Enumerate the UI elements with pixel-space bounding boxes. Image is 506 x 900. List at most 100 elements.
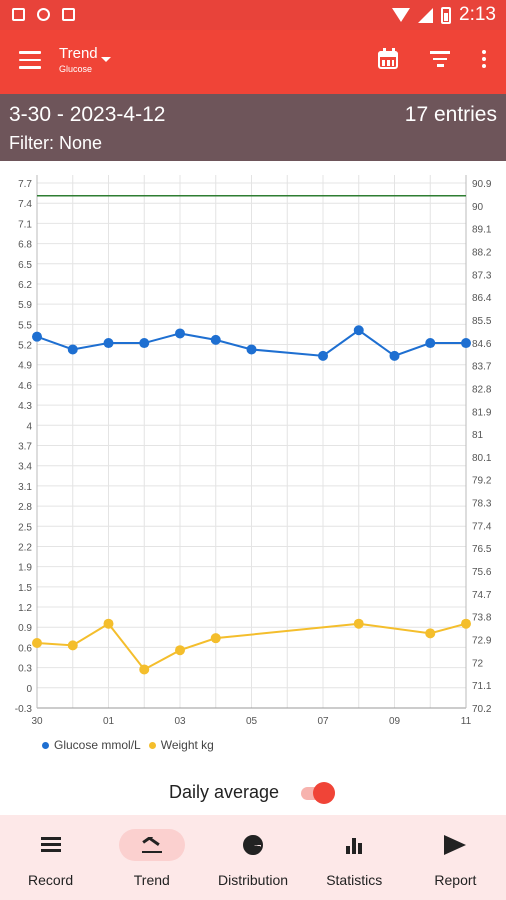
left-axis-tick-label: 3.4 bbox=[18, 462, 32, 473]
menu-icon[interactable] bbox=[19, 51, 41, 69]
x-axis-tick-label: 01 bbox=[103, 716, 115, 727]
glucose-data-point bbox=[139, 338, 150, 349]
chart-legend: Glucose mmol/L Weight kg bbox=[42, 738, 214, 752]
left-axis-tick-label: 4.9 bbox=[18, 361, 32, 372]
weight-data-point bbox=[67, 640, 78, 651]
daily-average-toggle[interactable] bbox=[301, 782, 335, 804]
left-axis-tick-label: 5.9 bbox=[18, 300, 32, 311]
chart-svg: 7.7 7.4 7.1 6.8 6.5 6.2 5.9 5.5 5.2 4.9 4.6 4.3 4 3.7… bbox=[15, 175, 492, 727]
legend-swatch-weight bbox=[148, 741, 156, 749]
battery-icon bbox=[441, 6, 452, 24]
glucose-data-point bbox=[246, 344, 257, 355]
nav-item-trend[interactable]: Trend bbox=[101, 815, 202, 900]
weight-data-point bbox=[425, 628, 436, 639]
right-axis-tick-label: 71.1 bbox=[472, 681, 492, 692]
left-axis-tick-label: 2.5 bbox=[18, 522, 32, 533]
right-axis-tick-label: 77.4 bbox=[472, 521, 492, 532]
filter-icon[interactable] bbox=[427, 46, 453, 72]
legend-swatch-glucose bbox=[42, 741, 49, 749]
left-axis-tick-label: 1.9 bbox=[18, 563, 32, 574]
legend-label-weight: Weight kg bbox=[160, 738, 214, 752]
right-axis-tick-label: 90.9 bbox=[472, 179, 492, 190]
glucose-data-point bbox=[425, 338, 436, 349]
app-title: Trend bbox=[59, 45, 98, 62]
x-axis-tick-label: 30 bbox=[31, 716, 43, 727]
left-axis-tick-label: 3.1 bbox=[18, 482, 32, 493]
bottom-navigation: Record Trend Distribution Statistics Rep… bbox=[0, 815, 506, 900]
nav-label-distribution: Distribution bbox=[217, 872, 289, 888]
left-axis-tick-label: 4.3 bbox=[18, 401, 32, 412]
image-notification-icon bbox=[12, 8, 25, 21]
date-range: 3-30 - 2023-4-12 bbox=[9, 103, 166, 126]
right-axis-tick-label: 78.3 bbox=[472, 499, 492, 510]
glucose-data-point bbox=[318, 350, 328, 361]
app-subtitle: Glucose bbox=[59, 64, 93, 74]
glucose-data-point bbox=[67, 344, 78, 355]
right-axis-tick-label: 76.5 bbox=[472, 544, 492, 555]
dropdown-caret-icon bbox=[101, 57, 111, 62]
right-axis-tick-label: 81 bbox=[472, 430, 484, 441]
daily-average-label: Daily average bbox=[169, 782, 280, 802]
weight-data-point bbox=[103, 618, 114, 629]
x-axis-tick-label: 03 bbox=[174, 716, 186, 727]
weight-data-point bbox=[139, 664, 150, 675]
app-notification-icon bbox=[62, 8, 75, 21]
right-axis-tick-label: 75.6 bbox=[472, 567, 492, 578]
summary-banner: 3-30 - 2023-4-12 17 entries Filter: None bbox=[0, 94, 506, 161]
glucose-series-line bbox=[36, 329, 466, 357]
right-axis-tick-label: 74.7 bbox=[472, 590, 492, 601]
right-axis-tick-label: 73.8 bbox=[472, 613, 492, 624]
trend-chart[interactable]: 7.7 7.4 7.1 6.8 6.5 6.2 5.9 5.5 5.2 4.9 4.6 4.3 4 3.7… bbox=[0, 161, 506, 773]
status-time: 2:13 bbox=[459, 4, 496, 25]
weight-data-point bbox=[32, 637, 42, 648]
signal-icon bbox=[418, 7, 434, 23]
weight-data-point bbox=[175, 645, 185, 656]
title-dropdown[interactable]: Trend Glucose bbox=[59, 45, 111, 74]
right-axis-tick-label: 72 bbox=[472, 658, 484, 669]
nav-label-statistics: Statistics bbox=[326, 872, 383, 888]
right-axis-tick-label: 83.7 bbox=[472, 362, 492, 373]
left-axis-tick-label: 0 bbox=[26, 684, 32, 695]
left-axis-tick-label: 5.2 bbox=[18, 341, 32, 352]
glucose-data-point bbox=[210, 334, 221, 345]
glucose-data-point bbox=[103, 338, 114, 349]
left-axis-tick-label: 1.2 bbox=[18, 603, 32, 614]
legend-label-glucose: Glucose mmol/L bbox=[54, 738, 141, 752]
entries-count: 17 entries bbox=[404, 103, 497, 126]
trend-icon bbox=[141, 837, 162, 853]
left-axis-tick-label: 7.4 bbox=[18, 199, 32, 210]
nav-item-record[interactable]: Record bbox=[0, 815, 101, 900]
right-axis-tick-label: 86.4 bbox=[472, 293, 492, 304]
weight-data-point bbox=[210, 633, 221, 644]
right-axis-tick-label: 85.5 bbox=[472, 316, 492, 327]
list-icon bbox=[40, 837, 61, 853]
left-axis-tick-label: 6.8 bbox=[18, 240, 32, 251]
filter-status: Filter: None bbox=[9, 133, 103, 153]
calendar-icon[interactable] bbox=[376, 46, 402, 72]
left-axis-tick-label: 6.5 bbox=[18, 260, 32, 271]
app-bar: Trend Glucose bbox=[0, 30, 506, 94]
status-bar: 2:13 bbox=[0, 0, 506, 30]
bar-chart-icon bbox=[346, 836, 363, 854]
pie-chart-icon bbox=[243, 835, 263, 855]
x-axis-tick-label: 11 bbox=[461, 716, 472, 727]
more-options-icon[interactable] bbox=[471, 46, 497, 72]
right-axis-tick-label: 90 bbox=[472, 202, 484, 213]
left-axis-tick-label: 0.9 bbox=[18, 623, 32, 634]
send-icon bbox=[444, 835, 467, 855]
glucose-data-point bbox=[389, 350, 400, 361]
right-axis-tick-label: 81.9 bbox=[472, 407, 492, 418]
right-axis-tick-label: 82.8 bbox=[472, 384, 492, 395]
left-axis-tick-label: 0.3 bbox=[18, 664, 32, 675]
left-axis-tick-label: 6.2 bbox=[18, 280, 32, 291]
nav-item-statistics[interactable]: Statistics bbox=[304, 815, 405, 900]
nav-item-distribution[interactable]: Distribution bbox=[202, 815, 303, 900]
left-axis-tick-label: 0.6 bbox=[18, 643, 32, 654]
nav-item-report[interactable]: Report bbox=[405, 815, 506, 900]
x-axis-tick-label: 05 bbox=[246, 716, 258, 727]
right-axis-tick-label: 87.3 bbox=[472, 270, 492, 281]
right-axis-tick-label: 80.1 bbox=[472, 453, 492, 464]
nav-label-trend: Trend bbox=[133, 872, 170, 888]
left-axis-tick-label: 7.7 bbox=[18, 179, 32, 190]
weight-data-point bbox=[461, 618, 471, 629]
